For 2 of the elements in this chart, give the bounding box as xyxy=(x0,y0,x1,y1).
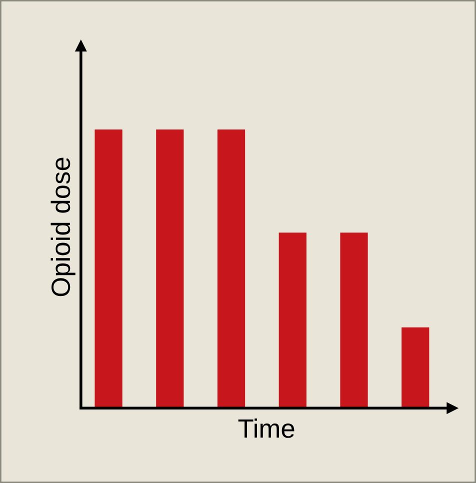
y-axis-title: Opioid dose xyxy=(50,158,76,296)
x-axis-title: Time xyxy=(238,418,294,438)
